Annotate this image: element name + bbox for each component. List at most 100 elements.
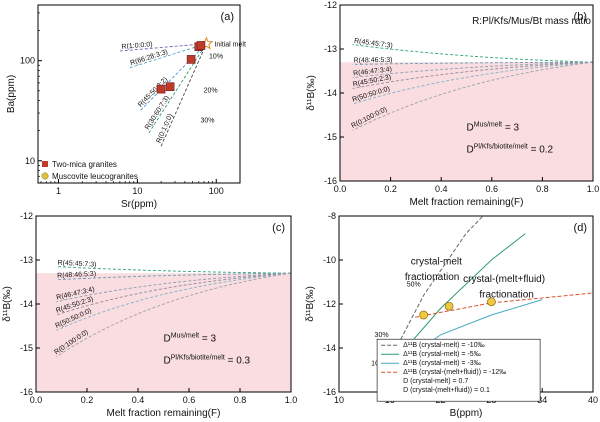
legend-label: Muscovite leucogranites bbox=[52, 172, 138, 181]
panel-c-ytick-label: -16 bbox=[20, 387, 33, 397]
curve-label: R(48:46:5:3) bbox=[354, 57, 393, 65]
curve-label: R(1:0:0:0) bbox=[121, 41, 153, 51]
fractionation-annotation: crystal-(melt+fluid) bbox=[463, 274, 545, 285]
panel-a-xtick-label: 100 bbox=[209, 186, 224, 196]
model-curve bbox=[352, 44, 594, 63]
panel-label: (b) bbox=[574, 11, 587, 23]
legend: Δ¹¹B (crystal-melt) = -10‰ Δ¹¹B (crystal-… bbox=[376, 338, 541, 402]
panel-c-ytick-label: -15 bbox=[20, 343, 33, 353]
model-curve bbox=[56, 272, 292, 358]
muscovite-leucogranite-marker bbox=[419, 310, 429, 320]
curve-label: R(46:47:3:4) bbox=[353, 66, 392, 77]
y-axis-label: δ¹¹B(‰) bbox=[305, 286, 316, 322]
panel-b-ytick-label: -16 bbox=[324, 176, 337, 186]
muscovite-leucogranite-marker bbox=[487, 297, 496, 307]
x-axis-label: Melt fraction remaining(F) bbox=[107, 408, 221, 419]
fractionation-curve bbox=[148, 43, 207, 134]
panel-d-ytick-label: -10 bbox=[323, 255, 336, 265]
legend-label: Δ¹¹B (crystal-melt) = -5‰ bbox=[403, 351, 481, 358]
model-curve bbox=[56, 272, 292, 281]
x-axis-label: B(ppm) bbox=[450, 408, 483, 419]
fractionation-annotation: crystal-melt bbox=[411, 256, 462, 267]
panel-b-xtick-label: 1.0 bbox=[587, 184, 600, 194]
panel-a-xtick-label: 1 bbox=[56, 186, 61, 196]
two-mica-granite-marker bbox=[165, 82, 175, 91]
legend-square-icon bbox=[42, 161, 48, 167]
panel-c-xtick-label: 0.8 bbox=[234, 395, 247, 405]
x-axis-label: Melt fraction remaining(F) bbox=[410, 197, 524, 208]
model-curve bbox=[56, 272, 292, 331]
panel-c-xtick-label: 0.2 bbox=[81, 395, 94, 405]
panel-label: (d) bbox=[574, 222, 587, 234]
panel-a-ytick-label: 100 bbox=[20, 56, 35, 66]
panel-d-ytick-label: -8 bbox=[328, 211, 336, 221]
percent-label: 20% bbox=[204, 88, 218, 95]
fractionation-curve bbox=[160, 43, 207, 147]
partition-coefficient-note: DPl/Kfs/biotite/melt = 0.2 bbox=[467, 143, 554, 155]
model-curve bbox=[352, 61, 594, 90]
curve-label: R(66:28:3:3) bbox=[130, 49, 169, 67]
y-axis-label: Ba(ppm) bbox=[6, 75, 17, 113]
panel-c: R(45:45:7:3)R(48:46:5:3)R(46:47:3:4)R(45… bbox=[2, 211, 297, 419]
panel-a-xtick-label: 10 bbox=[132, 186, 142, 196]
panel-a-frame bbox=[37, 4, 241, 184]
panel-label: (a) bbox=[221, 11, 234, 23]
fractionation-curve bbox=[119, 43, 207, 52]
fractionation-line bbox=[380, 216, 484, 377]
panel-b: R(45:45:7:3)R(48:46:5:3)R(46:47:3:4)R(45… bbox=[306, 0, 599, 208]
panel-c-xtick-label: 0.0 bbox=[30, 395, 43, 405]
percent-label: 30% bbox=[375, 332, 389, 339]
panel-d-xtick-label: 10 bbox=[334, 395, 344, 405]
panel-b-xtick-label: 0.8 bbox=[536, 184, 549, 194]
legend-label: Δ¹¹B (crystal-(melt+fluid)) = -12‰ bbox=[403, 369, 506, 376]
legend-circle-icon bbox=[41, 172, 49, 180]
y-axis-label: δ¹¹B(‰) bbox=[306, 75, 317, 111]
panel-c-ytick-label: -14 bbox=[20, 299, 33, 309]
panel-b-ytick-label: -14 bbox=[324, 88, 337, 98]
panel-d-ytick-label: -12 bbox=[323, 299, 336, 309]
two-mica-granite-marker bbox=[186, 55, 196, 64]
legend-label: Δ¹¹B (crystal-melt) = -10‰ bbox=[403, 342, 485, 349]
legend-box bbox=[376, 338, 541, 402]
panel-b-xtick-label: 0.4 bbox=[435, 184, 448, 194]
initial-melt-label: Initial melt bbox=[214, 42, 246, 49]
panel-d-xtick-label: 40 bbox=[588, 395, 598, 405]
percent-label: 10% bbox=[209, 54, 223, 61]
curve-label: R(48:46:5:3) bbox=[57, 271, 96, 280]
panel-c-shaded-region bbox=[36, 273, 291, 392]
partition-coefficient-note: DPl/Kfs/biotite/melt = 0.3 bbox=[164, 354, 251, 366]
two-mica-granite-marker bbox=[196, 41, 206, 50]
panel-label: (c) bbox=[272, 222, 285, 234]
panel-b-xtick-label: 0.2 bbox=[384, 184, 397, 194]
panel-a-ytick-label: 10 bbox=[25, 156, 35, 166]
fractionation-annotation: fractionation bbox=[405, 272, 459, 283]
panel-b-xtick-label: 0.6 bbox=[486, 184, 499, 194]
percent-label: 30% bbox=[201, 118, 215, 125]
panel-c-xtick-label: 0.4 bbox=[132, 395, 145, 405]
curve-label: R(45:45:7:3) bbox=[57, 260, 96, 269]
model-curve bbox=[56, 272, 292, 303]
chart-title: R:Pl/Kfs/Mus/Bt mass ratio bbox=[472, 16, 591, 27]
panel-d-ytick-label: -14 bbox=[323, 343, 336, 353]
panel-c-xtick-label: 1.0 bbox=[285, 395, 298, 405]
panel-c-xtick-label: 0.6 bbox=[183, 395, 196, 405]
panel-c-ytick-label: -13 bbox=[20, 255, 33, 265]
legend-label: D (crystal-(melt+fluid)) = 0.1 bbox=[403, 387, 490, 394]
panel-b-ytick-label: -12 bbox=[324, 0, 337, 10]
legend-label: Two-mica granites bbox=[52, 160, 117, 169]
panel-b-ytick-label: -13 bbox=[324, 44, 337, 54]
y-axis-label: δ¹¹B(‰) bbox=[2, 286, 13, 322]
percent-label: 50% bbox=[407, 281, 421, 288]
legend-label: Δ¹¹B (crystal-melt) = -3‰ bbox=[403, 360, 481, 367]
legend-label: D (crystal-melt) = 0.7 bbox=[403, 378, 468, 385]
model-curve bbox=[352, 61, 594, 105]
partition-coefficient-note: DMus/melt = 3 bbox=[467, 121, 520, 133]
x-axis-label: Sr(ppm) bbox=[121, 199, 157, 210]
model-curve bbox=[56, 266, 292, 274]
panel-c-ytick-label: -12 bbox=[20, 211, 33, 221]
muscovite-leucogranite-marker bbox=[444, 301, 454, 311]
fractionation-line bbox=[415, 292, 593, 318]
panel-d-ytick-label: -16 bbox=[323, 387, 336, 397]
panel-b-shaded-region bbox=[340, 62, 593, 182]
two-mica-granite-marker bbox=[156, 84, 166, 94]
